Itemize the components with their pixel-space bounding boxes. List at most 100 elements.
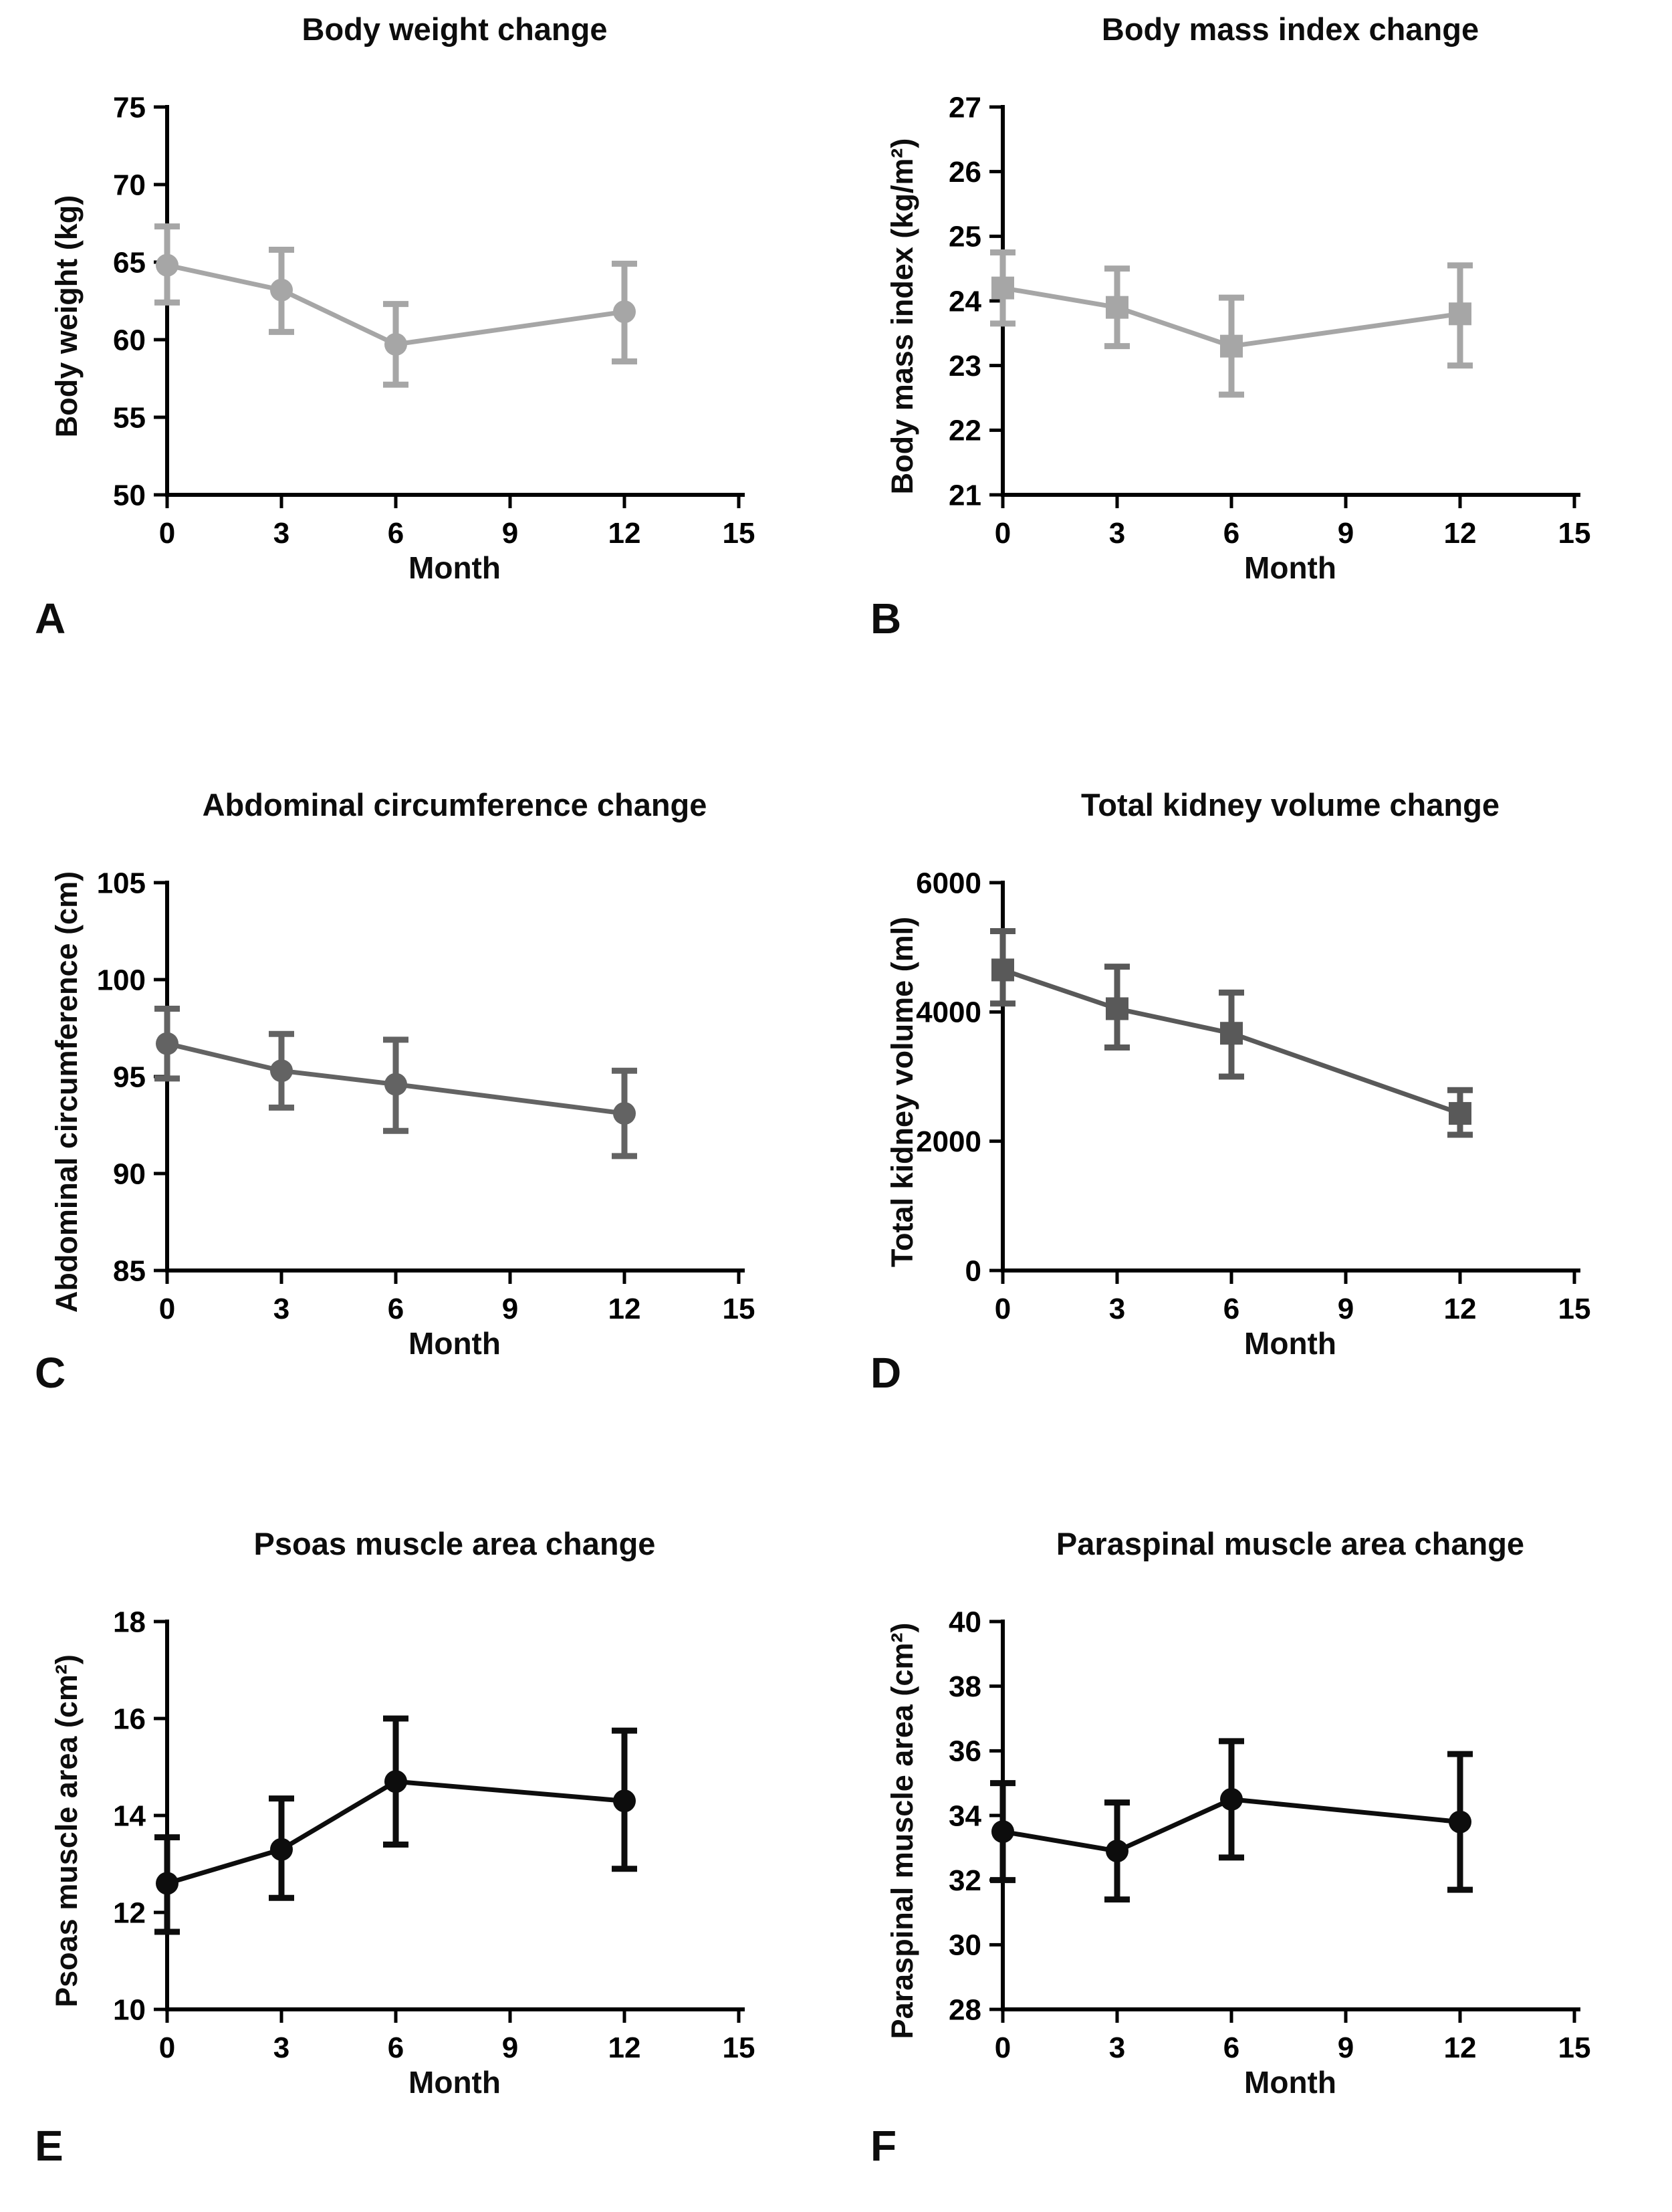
x-tick-label: 6	[1223, 517, 1239, 550]
data-point	[613, 300, 636, 324]
x-tick-label: 15	[723, 517, 755, 550]
data-point	[384, 1770, 407, 1793]
data-point	[991, 1820, 1014, 1844]
data-point	[991, 276, 1014, 300]
y-tick-label: 38	[949, 1670, 981, 1703]
plot-area: 85 90 95 100 105 0 3 6 9 12 15	[0, 843, 836, 1337]
x-tick-label: 9	[502, 1293, 518, 1325]
data-point	[384, 332, 407, 356]
y-tick-label: 34	[949, 1799, 981, 1832]
data-point	[1220, 334, 1243, 358]
x-tick-label: 15	[723, 2031, 755, 2064]
y-tick-label: 0	[965, 1254, 981, 1287]
x-axis-label: Month	[408, 550, 501, 585]
x-tick-label: 0	[159, 517, 175, 550]
series-line	[1002, 1797, 1461, 1854]
data-point	[1449, 302, 1471, 326]
series-line	[166, 1041, 625, 1116]
plot-area: 28 30 32 34 36 38 40 0 3 6 9 12 15	[836, 1581, 1671, 2076]
series-line	[1001, 968, 1461, 1116]
y-tick-label: 50	[113, 479, 146, 512]
x-tick-label: 15	[1558, 2031, 1591, 2064]
plot-area: 21 22 23 24 25 26 27 0 3 6 9 12 15	[836, 67, 1671, 562]
series-line	[1002, 286, 1461, 349]
y-tick-label: 95	[113, 1061, 146, 1093]
data-point	[1220, 1022, 1243, 1045]
x-axis-label: Month	[1244, 550, 1336, 585]
x-tick-label: 9	[1338, 2031, 1354, 2064]
data-point	[991, 958, 1014, 982]
data-point	[156, 253, 178, 277]
data-point	[1220, 1787, 1243, 1811]
data-point	[1449, 1102, 1471, 1125]
x-axis-label: Month	[408, 2065, 501, 2100]
y-tick-label: 90	[113, 1157, 146, 1190]
x-tick-label: 12	[608, 1293, 641, 1325]
y-tick-label: 65	[113, 246, 146, 279]
data-point	[156, 1872, 178, 1895]
data-point	[384, 1073, 407, 1096]
data-point	[613, 1102, 636, 1125]
data-point	[156, 1032, 178, 1055]
chart-title: Paraspinal muscle area change	[1056, 1526, 1525, 1561]
y-tick-label: 100	[97, 964, 146, 996]
data-point	[1106, 296, 1128, 319]
x-tick-label: 0	[995, 517, 1011, 550]
y-tick-label: 18	[113, 1606, 146, 1638]
y-tick-label: 16	[113, 1702, 146, 1735]
x-axis-label: Month	[408, 1326, 501, 1361]
x-tick-label: 6	[388, 517, 404, 550]
panel-a: Body weight change Body weight (kg) 50 55…	[0, 0, 836, 722]
panel-letter: D	[870, 1349, 902, 1397]
data-point	[1106, 1840, 1128, 1863]
y-tick-label: 10	[113, 1993, 146, 2026]
plot-area: 50 55 60 65 70 75 0 3 6 9 12 15	[0, 67, 836, 562]
y-tick-label: 105	[97, 867, 146, 899]
data-point	[613, 1789, 636, 1813]
x-tick-label: 6	[388, 2031, 404, 2064]
x-tick-label: 3	[1109, 517, 1125, 550]
y-tick-label: 2000	[916, 1125, 981, 1158]
x-tick-label: 12	[608, 2031, 641, 2064]
plot-area: 10 12 14 16 18 0 3 6 9 12 15	[0, 1581, 836, 2076]
y-tick-label: 24	[949, 285, 981, 318]
panel-d: Total kidney volume change Total kidney …	[836, 722, 1672, 1468]
chart-title: Abdominal circumference change	[202, 787, 707, 822]
x-tick-label: 12	[1444, 517, 1477, 550]
data-point	[1106, 997, 1128, 1020]
y-tick-label: 60	[113, 324, 146, 356]
chart-title: Total kidney volume change	[1081, 787, 1500, 822]
x-tick-label: 12	[1444, 1293, 1477, 1325]
chart-svg: 0 2000 4000 6000 0 3 6 9 12 15	[916, 867, 1591, 1325]
x-tick-label: 9	[502, 2031, 518, 2064]
y-tick-label: 75	[113, 91, 146, 124]
x-tick-label: 12	[608, 517, 641, 550]
x-tick-label: 15	[1558, 1293, 1591, 1325]
x-axis-label: Month	[1244, 2065, 1336, 2100]
panel-b: Body mass index change Body mass index (…	[836, 0, 1672, 722]
y-tick-label: 12	[113, 1896, 146, 1929]
y-tick-label: 36	[949, 1735, 981, 1768]
x-tick-label: 0	[159, 1293, 175, 1325]
x-tick-label: 6	[1223, 1293, 1239, 1325]
x-tick-label: 3	[273, 517, 289, 550]
y-tick-label: 23	[949, 350, 981, 382]
y-tick-label: 27	[949, 91, 981, 124]
x-tick-label: 0	[995, 2031, 1011, 2064]
x-tick-label: 9	[1338, 1293, 1354, 1325]
chart-svg: 85 90 95 100 105 0 3 6 9 12 15	[97, 867, 755, 1325]
chart-svg: 50 55 60 65 70 75 0 3 6 9 12 15	[113, 91, 755, 550]
y-tick-label: 26	[949, 156, 981, 189]
x-tick-label: 6	[388, 1293, 404, 1325]
x-tick-label: 3	[273, 1293, 289, 1325]
x-tick-label: 3	[1109, 1293, 1125, 1325]
x-tick-label: 6	[1223, 2031, 1239, 2064]
x-tick-label: 0	[995, 1293, 1011, 1325]
y-tick-label: 21	[949, 479, 981, 512]
data-point	[270, 1838, 293, 1861]
panel-letter: A	[35, 594, 66, 643]
x-tick-label: 15	[723, 1293, 755, 1325]
plot-area: 0 2000 4000 6000 0 3 6 9 12 15	[836, 843, 1671, 1337]
panel-letter: B	[870, 594, 902, 643]
